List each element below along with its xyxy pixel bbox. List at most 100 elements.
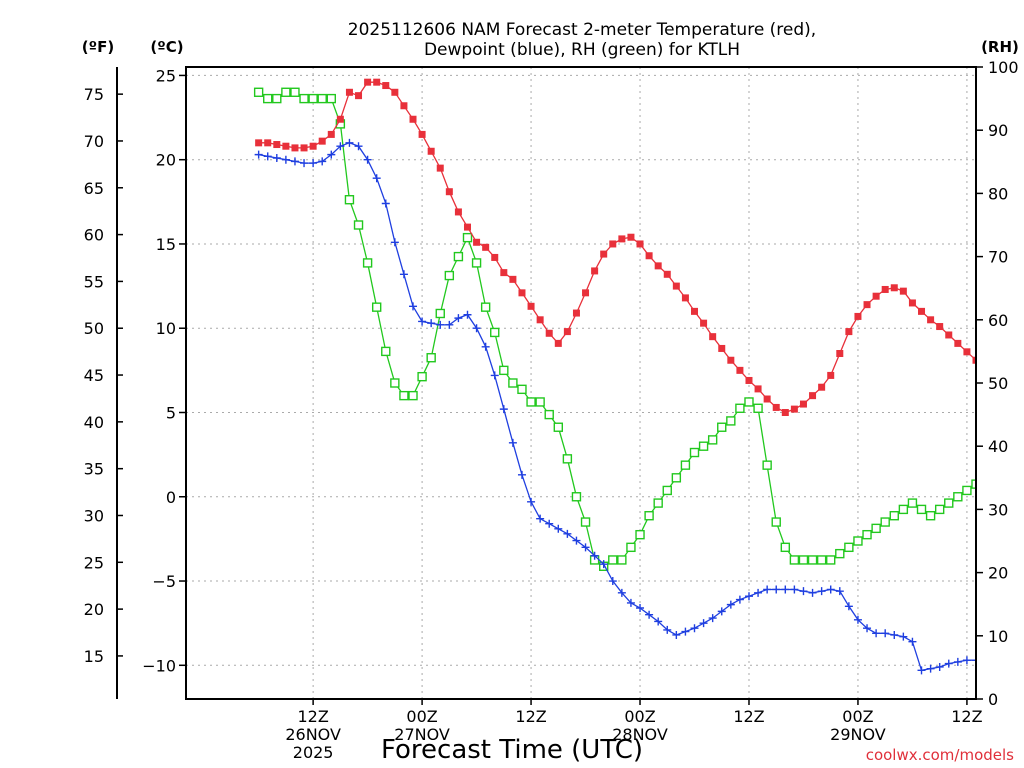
temperature-point: [654, 262, 662, 270]
rh-point: [925, 511, 936, 521]
temperature-point: [718, 344, 726, 352]
rh-point: [1008, 455, 1016, 463]
rh-point: [771, 517, 781, 527]
temperature-point: [663, 270, 671, 278]
temperature-point: [509, 275, 517, 283]
fahrenheit-tick-label: 15: [84, 647, 104, 666]
temperature-point: [563, 328, 571, 336]
rh-point: [444, 270, 455, 281]
rh-point: [880, 517, 890, 527]
rh-tick-label: 50: [988, 374, 1008, 393]
dewpoint-point: [636, 603, 645, 612]
fahrenheit-tick-label: 60: [84, 226, 104, 245]
dewpoint-point: [499, 405, 508, 414]
time-tick-label: 28NOV: [612, 725, 668, 744]
temperature-point: [763, 395, 771, 403]
dewpoint-point: [935, 662, 944, 671]
temperature-point: [818, 383, 826, 391]
dewpoint-point: [962, 656, 971, 665]
dewpoint-point: [744, 592, 753, 601]
dewpoint-point: [626, 598, 635, 607]
rh-series: [253, 87, 1016, 571]
dewpoint-point: [890, 630, 899, 639]
time-tick-label: 27NOV: [394, 725, 450, 744]
dewpoint-point: [754, 588, 763, 597]
rh-point: [435, 308, 445, 319]
rh-point: [571, 492, 582, 502]
dewpoint-point: [427, 319, 436, 328]
temperature-point: [355, 92, 363, 100]
rh-point: [671, 473, 682, 483]
rh-point: [408, 390, 418, 401]
dewpoint-point: [799, 587, 808, 596]
time-tick-label: 00Z: [842, 707, 873, 726]
temperature-series: [255, 78, 1024, 416]
rh-tick-label: 80: [988, 184, 1008, 203]
fahrenheit-tick-label: 45: [84, 366, 104, 385]
dewpoint-point: [608, 577, 617, 586]
temperature-point: [936, 323, 944, 331]
temperature-point: [781, 408, 789, 416]
dewpoint-point: [590, 551, 599, 560]
rh-point: [371, 302, 382, 312]
celsius-tick-label: 25: [156, 66, 176, 85]
rh-tick-label: 40: [988, 437, 1008, 456]
dewpoint-point: [953, 657, 962, 666]
rh-point: [780, 542, 791, 553]
temperature-point: [890, 284, 898, 292]
fahrenheit-tick-label: 25: [84, 553, 104, 572]
rh-point: [789, 555, 800, 565]
dewpoint-series: [254, 138, 1007, 675]
temperature-point: [1018, 375, 1024, 382]
rh-point: [553, 422, 563, 432]
dewpoint-point: [527, 497, 536, 506]
temperature-point: [427, 147, 435, 155]
rh-point: [326, 93, 336, 104]
temperature-point: [409, 115, 417, 123]
dewpoint-point: [281, 155, 290, 164]
fahrenheit-tick-label: 65: [84, 179, 104, 198]
temperature-point: [309, 142, 317, 150]
temperature-point: [364, 78, 372, 86]
rh-point: [272, 93, 282, 104]
celsius-tick-label: 0: [166, 488, 176, 507]
temperature-point: [300, 144, 308, 152]
temperature-point: [336, 115, 344, 123]
temperature-point: [1009, 372, 1016, 379]
dewpoint-point: [999, 665, 1007, 673]
dewpoint-point: [409, 302, 418, 311]
rh-tick-label: 90: [988, 121, 1008, 140]
temperature-point: [727, 356, 735, 364]
temperature-point: [899, 287, 907, 295]
fahrenheit-tick-label: 75: [84, 85, 104, 104]
rh-point: [544, 409, 554, 420]
rh-point: [889, 511, 899, 521]
temperature-point: [772, 403, 780, 411]
celsius-tick-label: 5: [166, 403, 176, 422]
rh-point: [399, 390, 409, 401]
series-clip-group: [253, 78, 1024, 675]
rh-point: [735, 403, 745, 413]
temperature-point: [627, 233, 635, 241]
temperature-point: [500, 269, 508, 277]
rh-tick-label: 60: [988, 311, 1008, 330]
dewpoint-point: [717, 607, 726, 616]
temperature-point: [463, 223, 471, 231]
rh-point: [535, 397, 545, 407]
dewpoint-point: [436, 320, 445, 329]
dewpoint-point: [790, 585, 799, 594]
dewpoint-point: [390, 238, 399, 247]
temperature-point: [681, 294, 689, 302]
dewpoint-point: [490, 371, 499, 380]
rh-point: [426, 353, 436, 363]
temperature-point: [373, 78, 381, 86]
series-layer: [253, 78, 1024, 675]
rh-point: [907, 498, 918, 508]
rh-point: [353, 220, 364, 230]
dewpoint-point: [563, 529, 572, 538]
temperature-point: [454, 208, 462, 216]
temperature-point: [918, 307, 926, 315]
rh-point: [826, 555, 836, 565]
